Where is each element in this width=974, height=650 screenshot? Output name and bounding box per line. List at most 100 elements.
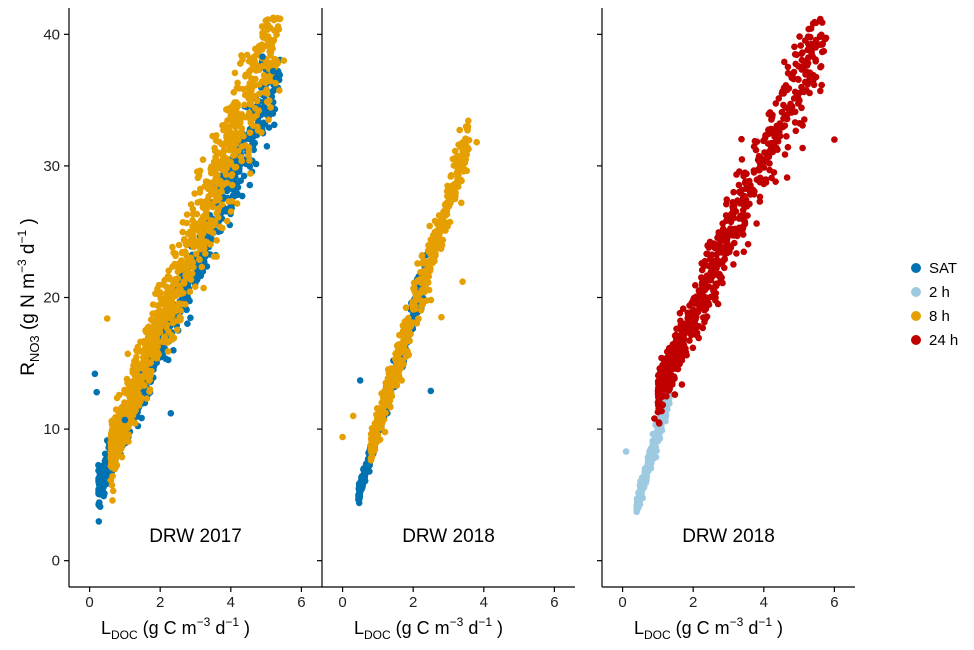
point-sat [238, 192, 246, 200]
point-8h [436, 218, 444, 225]
point-8h [392, 371, 399, 379]
point-8h [108, 481, 116, 489]
point-24h [767, 125, 774, 133]
point-24h [772, 100, 780, 107]
point-8h [206, 223, 213, 230]
point-8h [245, 152, 252, 159]
point-8h [233, 113, 240, 121]
point-8h [266, 24, 274, 32]
point-8h [178, 257, 185, 264]
point-sat [230, 192, 237, 199]
point-8h [191, 190, 198, 197]
point-24h [812, 58, 819, 65]
point-8h [157, 320, 165, 328]
x-tick-label: 4 [480, 594, 488, 611]
point-8h [198, 234, 205, 241]
point-24h [741, 192, 748, 200]
point-8h [424, 264, 432, 272]
point-8h [234, 100, 242, 108]
point-8h [189, 216, 196, 224]
point-8h [458, 199, 465, 207]
point-24h [697, 290, 704, 298]
point-8h [193, 250, 200, 258]
point-8h [272, 79, 279, 87]
point-8h [448, 172, 455, 179]
point-8h [463, 151, 471, 158]
point-8h [169, 243, 176, 251]
point-8h [386, 375, 394, 383]
point-8h [198, 263, 206, 271]
point-8h [205, 199, 212, 207]
point-8h [415, 277, 422, 284]
point-8h [339, 433, 346, 441]
point-24h [692, 282, 699, 289]
point-8h [384, 380, 391, 388]
point-8h [259, 23, 267, 31]
point-8h [153, 314, 161, 322]
point-24h [750, 169, 758, 176]
point-8h [428, 256, 436, 263]
point-2h [635, 495, 643, 503]
point-8h [110, 461, 117, 468]
point-8h [147, 333, 154, 341]
point-24h [768, 114, 776, 121]
x-tick-label: 4 [760, 594, 768, 611]
point-8h [143, 366, 150, 373]
point-8h [175, 241, 183, 249]
point-sat [240, 172, 248, 180]
point-8h [455, 141, 462, 148]
point-8h [371, 434, 379, 441]
point-8h [229, 102, 236, 110]
point-8h [247, 170, 254, 177]
point-sat [262, 110, 269, 117]
point-8h [458, 177, 465, 185]
x-tick-label: 6 [830, 594, 838, 611]
point-24h [689, 344, 697, 352]
point-8h [237, 119, 244, 127]
point-8h [123, 433, 131, 440]
point-24h [769, 148, 777, 156]
point-24h [741, 179, 749, 187]
point-8h [377, 406, 385, 414]
point-8h [249, 61, 257, 68]
point-24h [673, 325, 680, 333]
point-24h [806, 34, 814, 41]
point-8h [266, 97, 273, 104]
point-8h [386, 397, 394, 404]
point-8h [191, 283, 199, 291]
point-24h [783, 133, 790, 140]
point-24h [711, 284, 718, 291]
point-8h [214, 149, 221, 156]
point-24h [806, 89, 813, 97]
point-24h [723, 217, 730, 224]
point-8h [200, 284, 207, 292]
point-8h [424, 279, 432, 286]
point-24h [655, 420, 663, 427]
point-8h [133, 394, 140, 402]
panel-title: DRW 2017 [149, 526, 242, 547]
point-8h [398, 343, 406, 351]
x-tick-label: 4 [227, 594, 235, 611]
point-sat [101, 466, 109, 474]
point-8h [411, 287, 418, 294]
legend-label: 2 h [929, 284, 950, 301]
point-8h [463, 167, 471, 175]
point-8h [349, 412, 357, 420]
point-24h [775, 95, 783, 102]
point-8h [252, 75, 259, 83]
point-sat [246, 163, 254, 170]
point-8h [216, 177, 224, 185]
point-8h [435, 212, 443, 219]
point-24h [673, 343, 681, 351]
point-8h [173, 326, 181, 334]
point-8h [172, 250, 179, 257]
point-24h [817, 87, 824, 95]
point-8h [209, 132, 216, 140]
point-8h [107, 443, 115, 451]
point-24h [659, 384, 667, 392]
point-8h [129, 366, 136, 374]
point-8h [254, 123, 261, 131]
point-24h [755, 152, 763, 160]
point-8h [380, 400, 388, 407]
